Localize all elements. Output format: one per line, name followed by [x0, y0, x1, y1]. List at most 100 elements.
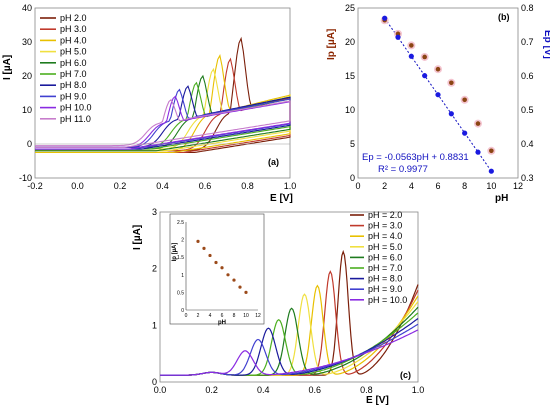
panel-b-xtick: 8: [462, 181, 467, 191]
panel-a-legend: pH 2.0pH 3.0pH 4.0 pH 5.0pH 6.0pH 7.0pH 8…: [40, 13, 92, 124]
panel-b-xtick: 0: [355, 181, 360, 191]
panel-a-legend-label: pH 3.0: [60, 24, 87, 34]
panel-b-ip-point: [462, 97, 467, 103]
panel-c-legend-label: pH = 7.0: [368, 263, 402, 273]
panel-a-series-line: [35, 98, 291, 148]
inset-point: [196, 239, 200, 243]
inset-point: [202, 246, 206, 250]
inset-ytick: 2: [181, 238, 184, 244]
panel-a-label: (a): [268, 157, 279, 167]
panel-b: 0 2 4 6 8 10 12 0 5 10 15 20 25 0.3 0.4 0.5 0.6 0.7 0.8 Ip…: [326, 3, 550, 204]
inset-point: [226, 273, 230, 277]
panel-c-xtick: 0.6: [309, 385, 322, 395]
panel-a-ytick: 0: [27, 139, 32, 149]
inset-point: [220, 266, 224, 270]
panel-b-ytick-right: 0.5: [521, 105, 534, 115]
panel-c-legend: pH = 2.0pH = 3.0pH = 4.0pH = 5.0pH = 6.0…: [350, 210, 407, 305]
inset-ytick: 1: [181, 273, 184, 279]
panel-c-ytick: 3: [152, 207, 157, 217]
panel-b-ip-point: [435, 66, 441, 72]
panel-a-ytick: -10: [19, 173, 32, 183]
panel-a-xtick: 0.6: [199, 181, 212, 191]
panel-c-inset-frame: [169, 213, 265, 325]
panel-b-ytick-left: 10: [345, 105, 355, 115]
panel-c-legend-label: pH = 10.0: [368, 295, 407, 305]
panel-a-ytick: 30: [22, 37, 32, 47]
panel-b-ep-point: [488, 168, 494, 174]
panel-a-legend-label: pH 4.0: [60, 35, 87, 45]
panel-c-curves: [160, 249, 419, 376]
panel-a-xtick: 0.4: [156, 181, 169, 191]
panel-c-series-line: [160, 329, 419, 376]
panel-a-legend-label: pH 5.0: [60, 47, 87, 57]
panel-b-ip-point: [489, 148, 494, 154]
panel-b-r2: R² = 0.9977: [378, 164, 428, 175]
inset-xtick: 10: [243, 313, 249, 319]
panel-a-xlabel: E [V]: [270, 193, 293, 204]
panel-b-ep-point: [435, 92, 441, 98]
panel-b-ytick-left: 15: [345, 71, 355, 81]
panel-a-ytick: 10: [22, 105, 32, 115]
panel-b-ip-point: [422, 54, 427, 60]
panel-a-legend-label: pH 2.0: [60, 13, 87, 23]
panel-a-legend-label: pH 6.0: [60, 58, 87, 68]
panel-b-xtick: 2: [382, 181, 387, 191]
panel-c-legend-label: pH = 9.0: [368, 284, 402, 294]
panel-b-xtick: 4: [409, 181, 414, 191]
panel-b-ep-point: [408, 53, 414, 59]
panel-c-legend-label: pH = 4.0: [368, 231, 402, 241]
inset-xtick: 0: [185, 313, 188, 319]
panel-a-xtick: 0.0: [71, 181, 84, 191]
panel-a: -0.2 0.0 0.2 0.4 0.6 0.8 1.0 -10 0 10 20 30 40 I [µA…: [2, 3, 296, 204]
panel-b-ytick-left: 0: [350, 173, 355, 183]
panel-c-ylabel: I [µA]: [132, 225, 143, 250]
panel-b-label: (b): [498, 12, 510, 22]
panel-b-equation: Ep = -0.0563pH + 0.8831: [362, 152, 469, 163]
panel-b-axes: 0 2 4 6 8 10 12 0 5 10 15 20 25 0.3 0.4 0.5 0.6 0.7 0.8: [345, 3, 534, 191]
panel-a-axes: -0.2 0.0 0.2 0.4 0.6 0.8 1.0 -10 0 10 20 30 40: [19, 3, 296, 191]
inset-ylabel: Ip [µA]: [172, 243, 178, 262]
panel-b-ep-point: [382, 15, 388, 21]
panel-c-label: (c): [400, 370, 411, 380]
panel-c-legend-label: pH = 5.0: [368, 242, 402, 252]
inset-ytick: 0.5: [177, 290, 184, 296]
panel-c-legend-label: pH = 2.0: [368, 210, 402, 220]
panel-b-ytick-left: 20: [345, 37, 355, 47]
panel-a-ytick: 20: [22, 71, 32, 81]
panel-c-xlabel: E [V]: [366, 395, 389, 406]
panel-b-xtick: 12: [513, 181, 523, 191]
panel-b-ip-point: [475, 121, 481, 126]
panel-c-xtick: 0.0: [154, 385, 167, 395]
inset-point: [232, 278, 236, 282]
panel-b-ep-point: [448, 111, 454, 117]
inset-xtick: 4: [209, 313, 212, 319]
panel-c-series-line: [160, 323, 419, 376]
inset-xtick: 12: [255, 313, 261, 319]
panel-b-ep-point: [422, 73, 428, 79]
inset-ytick: 2.5: [177, 220, 184, 226]
panel-b-ylabel-right: Ep [V]: [542, 30, 550, 59]
panel-a-legend-label: pH 11.0: [60, 114, 91, 124]
panel-b-ytick-right: 0.4: [521, 139, 534, 149]
panel-c-xtick: 0.8: [360, 385, 373, 395]
panel-b-xtick: 10: [486, 181, 496, 191]
inset-point: [208, 253, 212, 258]
panel-a-curves: [35, 36, 291, 154]
panel-b-ep-point: [395, 34, 401, 40]
panel-a-legend-label: pH 8.0: [60, 80, 87, 90]
panel-b-ytick-right: 0.7: [521, 37, 534, 47]
panel-b-points: [380, 15, 496, 174]
inset-ytick: 1.5: [177, 255, 184, 261]
panel-c-ytick: 2: [152, 264, 157, 274]
panel-a-legend-label: pH 7.0: [60, 69, 87, 79]
panel-b-ytick-right: 0.6: [521, 71, 534, 81]
panel-c-legend-label: pH = 3.0: [368, 221, 402, 231]
panel-b-ip-point: [409, 43, 414, 48]
panel-b-xlabel: pH: [495, 193, 508, 204]
panel-a-ytick: 40: [22, 3, 32, 13]
inset-ytick: 0: [181, 308, 184, 314]
panel-c-ytick: 1: [152, 320, 157, 330]
